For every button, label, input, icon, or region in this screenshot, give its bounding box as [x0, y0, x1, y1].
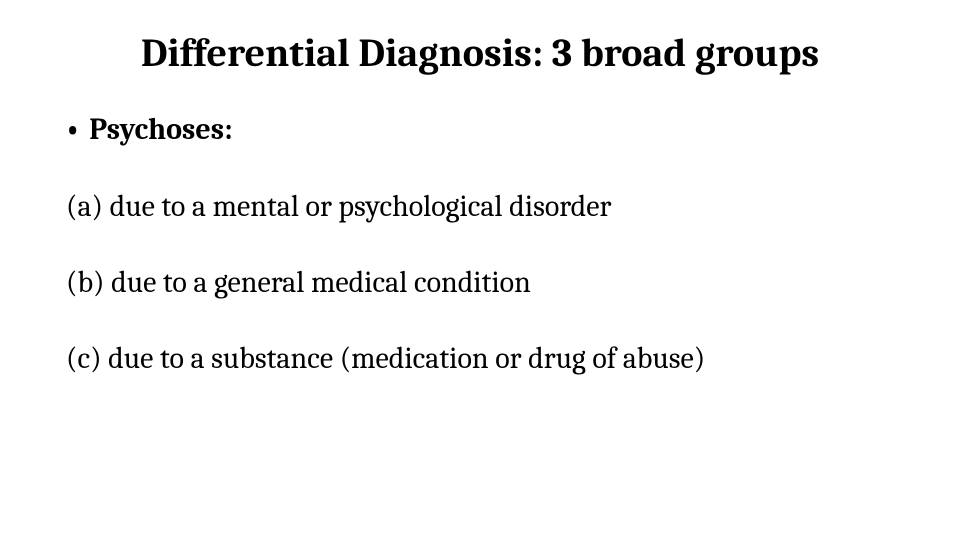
bullet-row: • Psychoses: — [66, 112, 900, 147]
slide-container: Differential Diagnosis: 3 broad groups •… — [0, 0, 960, 540]
slide-title: Differential Diagnosis: 3 broad groups — [60, 30, 900, 76]
list-item: (c) due to a substance (medication or dr… — [66, 341, 900, 377]
list-item: (b) due to a general medical condition — [66, 265, 900, 301]
bullet-marker: • — [66, 115, 79, 145]
bullet-label: Psychoses: — [89, 112, 232, 147]
list-item: (a) due to a mental or psychological dis… — [66, 189, 900, 225]
